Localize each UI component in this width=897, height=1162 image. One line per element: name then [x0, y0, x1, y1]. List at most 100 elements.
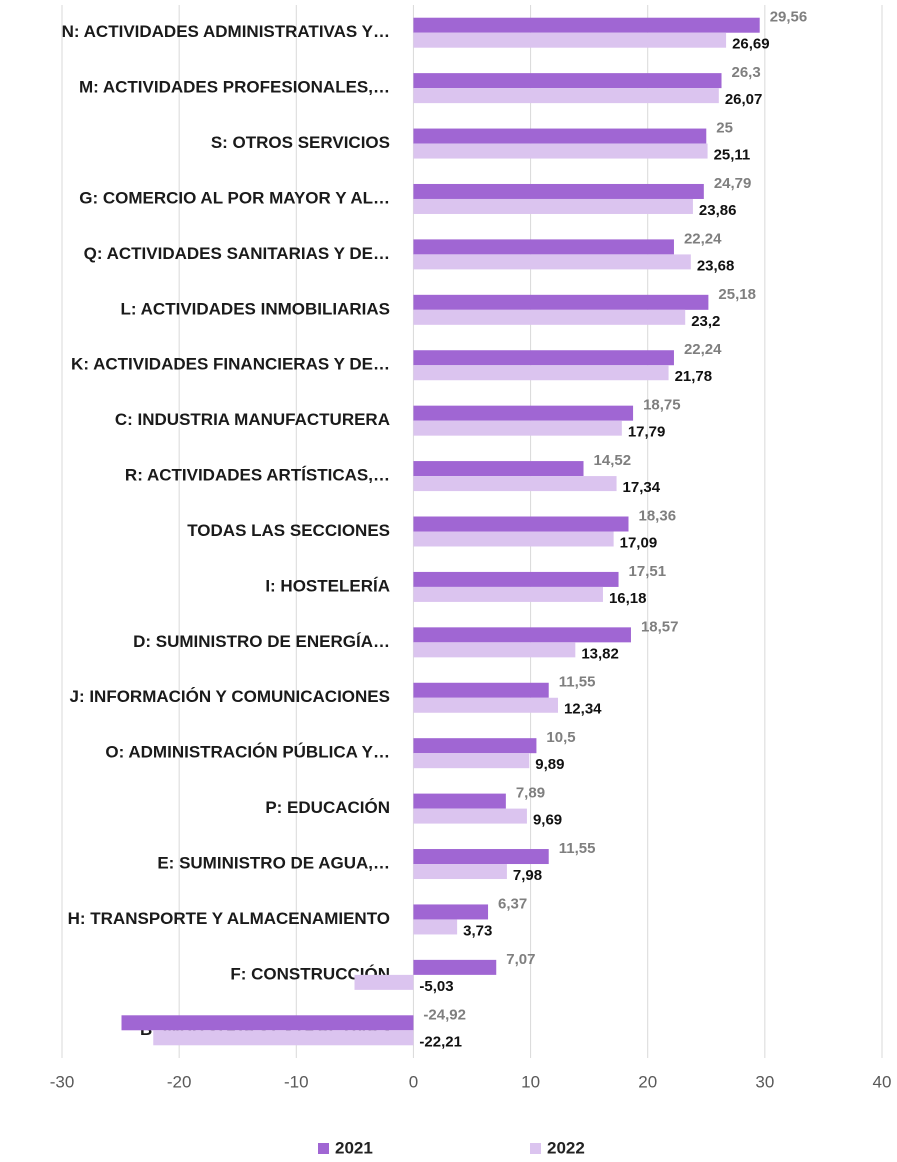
value-label: 22,24: [684, 341, 722, 358]
value-label: 7,07: [506, 951, 535, 968]
bar: [413, 738, 537, 754]
category-label: J: INFORMACIÓN Y COMUNICACIONES: [69, 687, 390, 706]
bar: [413, 32, 727, 48]
value-label: 6,37: [498, 895, 527, 912]
bar: [413, 904, 489, 920]
bar: [413, 73, 722, 89]
bar: [413, 586, 603, 602]
value-label: 7,89: [516, 785, 545, 802]
bar: [413, 239, 674, 255]
category-label: Q: ACTIVIDADES SANITARIAS Y DE…: [84, 244, 390, 263]
category-label: C: INDUSTRIA MANUFACTURERA: [115, 410, 390, 429]
bar: [413, 849, 549, 865]
category-label: G: COMERCIO AL POR MAYOR Y AL…: [79, 188, 390, 207]
value-label: 22,24: [684, 230, 722, 247]
value-label: 11,55: [559, 674, 596, 691]
bar: [413, 143, 708, 159]
category-label: I: HOSTELERÍA: [265, 576, 390, 595]
bar: [413, 420, 622, 436]
value-label: 26,07: [725, 91, 763, 108]
x-tick-label: 0: [409, 1072, 418, 1091]
bar: [354, 974, 414, 990]
bar: [413, 309, 686, 325]
bar: [413, 959, 497, 975]
value-label: 23,86: [699, 202, 737, 219]
value-label: 17,51: [629, 563, 667, 580]
bar: [413, 753, 530, 769]
category-label: E: SUMINISTRO DE AGUA,…: [157, 854, 390, 873]
value-label: 11,55: [559, 840, 596, 857]
x-tick-label: 40: [873, 1072, 892, 1091]
bar: [413, 365, 669, 381]
bar: [413, 88, 719, 104]
value-label: -24,92: [423, 1006, 466, 1023]
bar: [413, 571, 619, 587]
bar: [413, 461, 584, 477]
value-label: 18,36: [639, 507, 677, 524]
bar: [413, 350, 674, 366]
value-label: 17,34: [623, 479, 661, 496]
bar: [413, 682, 549, 698]
bar: [153, 1030, 414, 1046]
x-tick-label: 20: [638, 1072, 657, 1091]
legend-swatch: [318, 1143, 329, 1154]
bar: [413, 516, 629, 532]
category-label: N: ACTIVIDADES ADMINISTRATIVAS Y…: [62, 22, 390, 41]
value-label: 17,09: [620, 534, 658, 551]
bar: [413, 476, 617, 492]
x-tick-label: 10: [521, 1072, 540, 1091]
value-label: 9,89: [535, 756, 564, 773]
legend-label: 2021: [335, 1138, 373, 1157]
value-label: 23,2: [691, 313, 720, 330]
legend-label: 2022: [547, 1138, 585, 1157]
bar: [413, 531, 614, 547]
value-label: 24,79: [714, 175, 752, 192]
category-label: H: TRANSPORTE Y ALMACENAMIENTO: [68, 909, 390, 928]
category-label: S: OTROS SERVICIOS: [211, 133, 390, 152]
value-label: 13,82: [581, 645, 619, 662]
value-label: 10,5: [546, 729, 575, 746]
category-label: L: ACTIVIDADES INMOBILIARIAS: [121, 299, 390, 318]
value-label: 9,69: [533, 812, 562, 829]
value-label: 7,98: [513, 867, 542, 884]
value-label: 3,73: [463, 922, 492, 939]
value-label: 29,56: [770, 9, 808, 26]
value-label: 26,69: [732, 36, 770, 53]
value-label: 25,11: [714, 147, 751, 164]
value-label: 18,57: [641, 618, 679, 635]
x-tick-label: 30: [755, 1072, 774, 1091]
category-label: R: ACTIVIDADES ARTÍSTICAS,…: [125, 466, 390, 485]
category-label: M: ACTIVIDADES PROFESIONALES,…: [79, 78, 390, 97]
category-label: P: EDUCACIÓN: [265, 798, 390, 817]
bar: [413, 294, 709, 310]
category-label: F: CONSTRUCCIÓN: [230, 964, 390, 983]
category-label: D: SUMINISTRO DE ENERGÍA…: [133, 632, 390, 651]
value-label: 18,75: [643, 397, 681, 414]
value-label: -22,21: [419, 1033, 462, 1050]
bar: [413, 864, 507, 880]
value-label: 26,3: [732, 64, 761, 81]
bar: [413, 405, 634, 421]
value-label: 21,78: [675, 368, 713, 385]
bar: [413, 808, 527, 824]
bar: [413, 198, 693, 214]
bar: [413, 128, 707, 144]
value-label: 12,34: [564, 701, 602, 718]
bar: [413, 793, 506, 809]
bar: [413, 17, 760, 33]
bar: [413, 627, 631, 643]
category-label: K: ACTIVIDADES FINANCIERAS Y DE…: [71, 355, 390, 374]
bar: [413, 919, 458, 935]
value-label: 23,68: [697, 257, 735, 274]
value-label: 25: [716, 120, 733, 137]
value-label: 25,18: [718, 286, 756, 303]
value-label: 17,79: [628, 424, 666, 441]
bar: [413, 642, 576, 658]
value-label: -5,03: [419, 978, 453, 995]
x-tick-label: -10: [284, 1072, 309, 1091]
value-label: 14,52: [594, 452, 632, 469]
category-label: O: ADMINISTRACIÓN PÚBLICA Y…: [105, 743, 390, 762]
bar: [121, 1015, 414, 1031]
value-label: 16,18: [609, 590, 647, 607]
